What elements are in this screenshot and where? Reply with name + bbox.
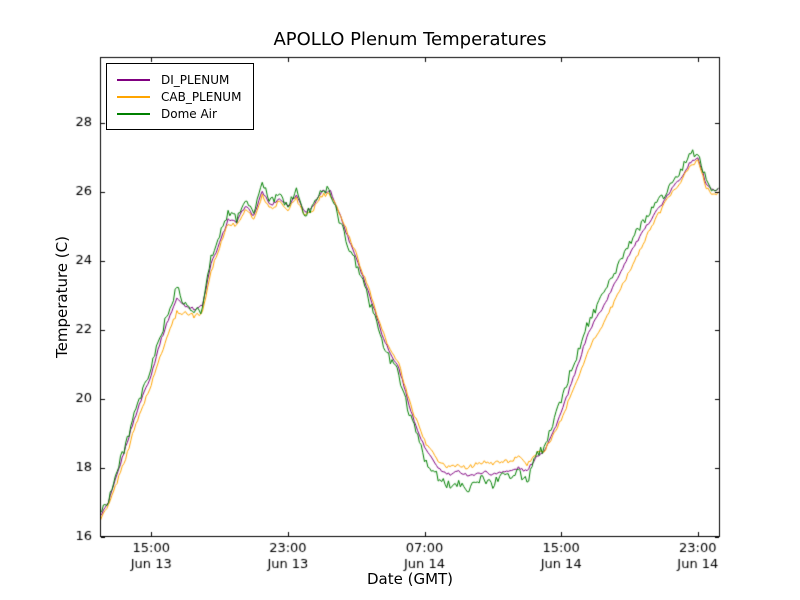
legend-swatch-di-plenum xyxy=(117,78,150,81)
legend: DI_PLENUM CAB_PLENUM Dome Air xyxy=(106,63,255,130)
legend-item-dome-air: Dome Air xyxy=(117,105,241,122)
legend-label-di-plenum: DI_PLENUM xyxy=(161,72,230,87)
chart-title: APOLLO Plenum Temperatures xyxy=(273,29,547,50)
x-axis-label: Date (GMT) xyxy=(366,570,454,588)
legend-label-cab-plenum: CAB_PLENUM xyxy=(161,89,242,104)
y-axis-label: Temperature (C) xyxy=(53,236,71,358)
legend-swatch-cab-plenum xyxy=(117,95,150,98)
legend-label-dome-air: Dome Air xyxy=(161,106,217,121)
legend-swatch-dome-air xyxy=(117,112,150,115)
legend-item-di-plenum: DI_PLENUM xyxy=(117,71,241,88)
legend-item-cab-plenum: CAB_PLENUM xyxy=(117,88,241,105)
